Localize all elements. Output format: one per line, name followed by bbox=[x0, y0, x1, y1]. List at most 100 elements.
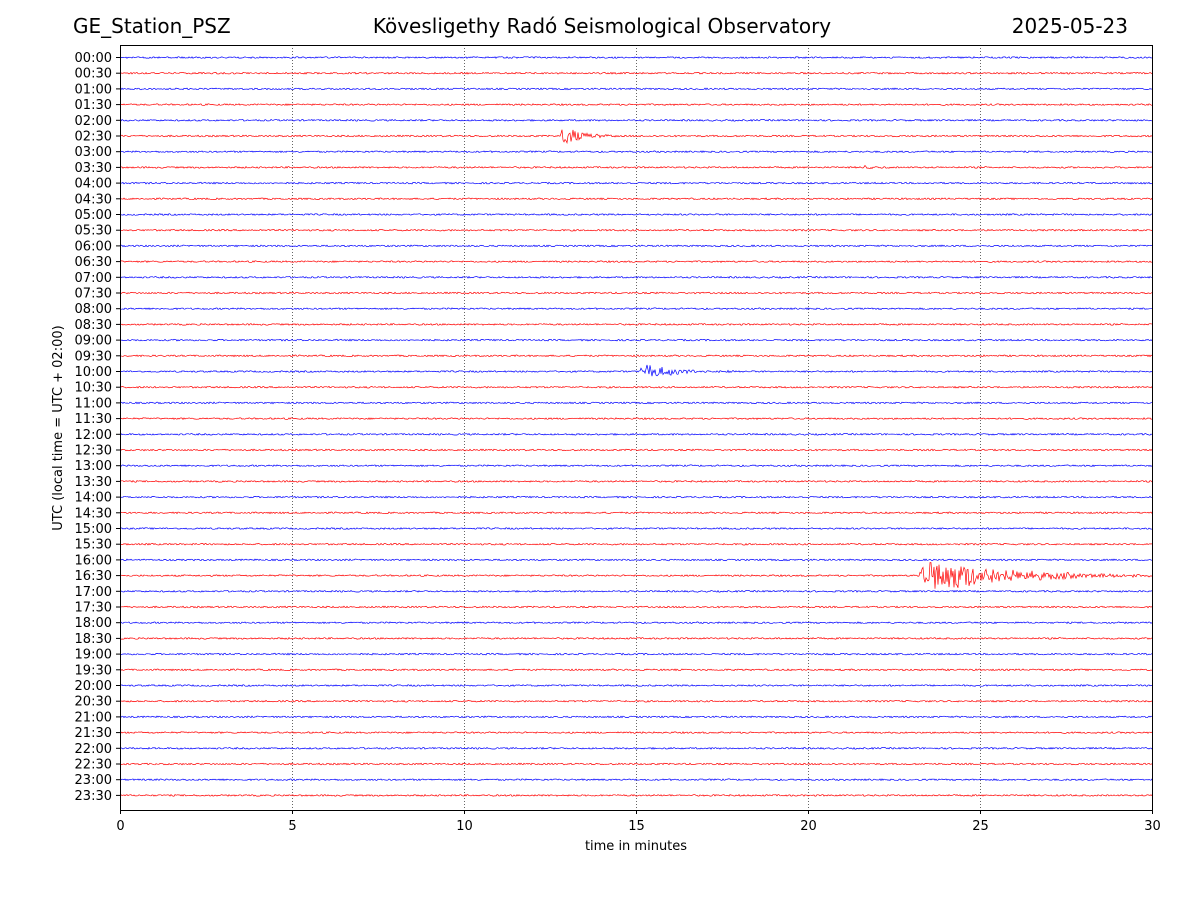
row-label: 16:30 bbox=[75, 569, 112, 584]
trace-0800 bbox=[119, 307, 1152, 311]
trace-1930 bbox=[119, 668, 1153, 672]
row-label: 07:30 bbox=[75, 287, 112, 302]
trace-0930 bbox=[119, 354, 1153, 358]
trace-1200 bbox=[119, 432, 1153, 436]
row-label: 11:00 bbox=[75, 396, 112, 411]
row-label: 20:00 bbox=[75, 679, 112, 694]
trace-0300 bbox=[120, 150, 1153, 154]
x-tick-label: 25 bbox=[972, 819, 989, 834]
row-label: 17:30 bbox=[75, 601, 112, 616]
row-label: 01:30 bbox=[75, 98, 112, 113]
row-label: 12:00 bbox=[75, 428, 112, 443]
observatory-title: Kövesligethy Radó Seismological Observat… bbox=[372, 14, 832, 38]
row-label: 19:30 bbox=[75, 663, 112, 678]
row-label: 17:00 bbox=[75, 585, 112, 600]
row-label: 15:30 bbox=[75, 538, 112, 553]
row-label: 15:00 bbox=[75, 522, 112, 537]
trace-1330 bbox=[119, 480, 1153, 483]
x-axis-label: time in minutes bbox=[585, 839, 687, 854]
row-label: 03:00 bbox=[75, 145, 112, 160]
trace-1000 bbox=[119, 364, 1153, 377]
trace-1700 bbox=[120, 589, 1153, 593]
trace-0830 bbox=[119, 323, 1153, 326]
x-axis-ticks: 0 5 10 15 20 25 30 bbox=[116, 810, 1161, 834]
trace-1730 bbox=[120, 605, 1153, 609]
row-label: 04:00 bbox=[75, 177, 112, 192]
trace-0130 bbox=[119, 103, 1153, 107]
trace-1830 bbox=[119, 637, 1153, 640]
trace-0200 bbox=[119, 118, 1153, 122]
row-label: 01:00 bbox=[75, 82, 112, 97]
row-label: 04:30 bbox=[75, 192, 112, 207]
row-label: 13:30 bbox=[75, 475, 112, 490]
trace-0730 bbox=[120, 291, 1153, 295]
row-label: 02:30 bbox=[75, 130, 112, 145]
trace-0500 bbox=[119, 213, 1153, 216]
trace-0030 bbox=[119, 71, 1153, 75]
x-tick-label: 20 bbox=[800, 819, 817, 834]
row-label: 05:00 bbox=[75, 208, 112, 223]
trace-0330 bbox=[119, 164, 1153, 170]
trace-0000 bbox=[119, 56, 1153, 59]
x-tick-label: 15 bbox=[628, 819, 645, 834]
traces bbox=[119, 56, 1153, 797]
row-label: 13:00 bbox=[75, 459, 112, 474]
x-tick-label: 0 bbox=[116, 819, 124, 834]
row-label: 12:30 bbox=[75, 444, 112, 459]
row-label: 19:00 bbox=[75, 648, 112, 663]
row-label: 00:00 bbox=[75, 51, 112, 66]
trace-0100 bbox=[119, 87, 1153, 91]
row-label: 07:00 bbox=[75, 271, 112, 286]
trace-0630 bbox=[119, 260, 1153, 264]
row-label: 18:00 bbox=[75, 616, 112, 631]
row-label: 18:30 bbox=[75, 632, 112, 647]
row-label: 03:30 bbox=[75, 161, 112, 176]
row-label: 23:30 bbox=[75, 789, 112, 804]
row-label: 00:30 bbox=[75, 67, 112, 82]
trace-0400 bbox=[119, 181, 1153, 185]
row-label: 08:00 bbox=[75, 302, 112, 317]
trace-0530 bbox=[119, 228, 1153, 232]
x-tick-label: 5 bbox=[288, 819, 296, 834]
x-tick-label: 30 bbox=[1144, 819, 1161, 834]
row-label: 16:00 bbox=[75, 553, 112, 568]
row-label: 09:00 bbox=[75, 334, 112, 349]
row-label: 14:30 bbox=[75, 506, 112, 521]
trace-1300 bbox=[119, 464, 1153, 468]
trace-1430 bbox=[119, 511, 1153, 515]
row-label: 02:00 bbox=[75, 114, 112, 129]
row-label: 06:30 bbox=[75, 255, 112, 270]
row-label: 10:30 bbox=[75, 381, 112, 396]
grid-lines bbox=[292, 45, 981, 810]
row-label: 22:00 bbox=[75, 742, 112, 757]
trace-2230 bbox=[119, 762, 1153, 766]
station-id: GE_Station_PSZ bbox=[73, 14, 231, 38]
trace-2000 bbox=[119, 684, 1153, 687]
row-label: 06:00 bbox=[75, 239, 112, 254]
trace-0700 bbox=[119, 275, 1153, 279]
trace-1500 bbox=[119, 527, 1153, 530]
record-date: 2025-05-23 bbox=[1011, 14, 1128, 38]
row-label: 11:30 bbox=[75, 412, 112, 427]
trace-1130 bbox=[119, 417, 1153, 421]
y-axis-label: UTC (local time = UTC + 02:00) bbox=[51, 325, 66, 530]
row-label: 05:30 bbox=[75, 224, 112, 239]
trace-1030 bbox=[119, 385, 1153, 389]
trace-2200 bbox=[119, 746, 1153, 750]
trace-1100 bbox=[119, 401, 1153, 405]
trace-2130 bbox=[119, 731, 1153, 735]
trace-1600 bbox=[119, 558, 1153, 562]
row-label: 09:30 bbox=[75, 349, 112, 364]
row-label: 08:30 bbox=[75, 318, 112, 333]
trace-2100 bbox=[119, 715, 1153, 719]
row-label: 22:30 bbox=[75, 758, 112, 773]
trace-1230 bbox=[119, 448, 1153, 452]
row-labels: 00:0000:3001:0001:3002:0002:3003:0003:30… bbox=[75, 51, 120, 804]
row-label: 10:00 bbox=[75, 365, 112, 380]
trace-2330 bbox=[119, 794, 1153, 797]
trace-1530 bbox=[119, 542, 1153, 546]
trace-1400 bbox=[119, 495, 1153, 499]
row-label: 21:30 bbox=[75, 726, 112, 741]
trace-0900 bbox=[119, 338, 1153, 342]
trace-0230 bbox=[119, 129, 1153, 145]
